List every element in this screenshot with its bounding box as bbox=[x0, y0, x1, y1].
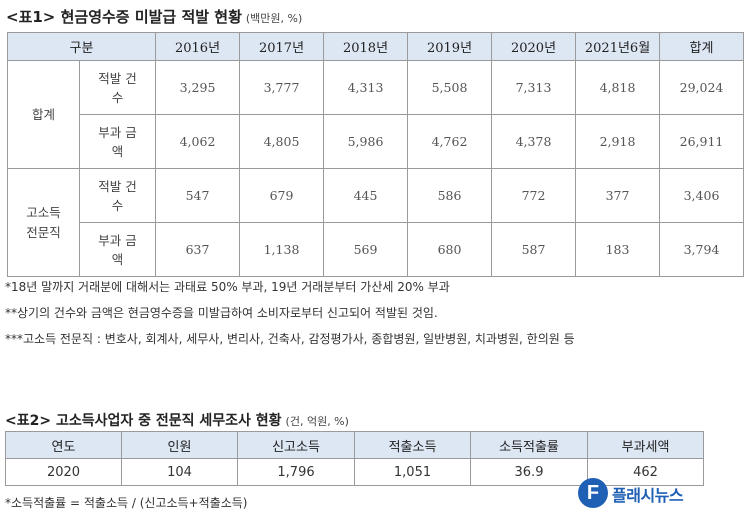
cell: 1,051 bbox=[354, 458, 471, 486]
header-2021-june: 2021년6월 bbox=[575, 32, 661, 61]
cell: 462 bbox=[587, 458, 704, 486]
item-line: 액 bbox=[111, 251, 124, 267]
cell: 586 bbox=[407, 168, 493, 223]
header-2018: 2018년 bbox=[323, 32, 409, 61]
item-line: 부과 금 bbox=[98, 232, 137, 248]
cell: 4,818 bbox=[575, 60, 661, 115]
cell: 3,794 bbox=[659, 222, 745, 277]
table2: 연도 인원 신고소득 적출소득 소득적출률 부과세액 2020 104 1,79… bbox=[5, 431, 704, 486]
logo-mark-icon: F bbox=[578, 478, 608, 508]
cell: 569 bbox=[323, 222, 409, 277]
cell: 679 bbox=[239, 168, 325, 223]
cell: 547 bbox=[155, 168, 241, 223]
footnote-counts: **상기의 건수와 금액은 현금영수증을 미발급하여 소비자로부터 신고되어 적… bbox=[5, 306, 438, 320]
table1-unit: (백만원, %) bbox=[245, 12, 303, 25]
cell: 637 bbox=[155, 222, 241, 277]
footnote-penalty: *18년 말까지 거래분에 대해서는 과태료 50% 부과, 19년 거래분부터… bbox=[5, 280, 450, 294]
table2-header-row: 연도 인원 신고소득 적출소득 소득적출률 부과세액 bbox=[5, 431, 704, 459]
item-line: 적발 건 bbox=[98, 70, 137, 86]
table-row: 부과 금 액 4,062 4,805 5,986 4,762 4,378 2,9… bbox=[8, 114, 745, 169]
group-total: 합계 bbox=[7, 60, 80, 169]
header-reported-income: 신고소득 bbox=[237, 431, 355, 459]
row-item: 적발 건 수 bbox=[78, 60, 157, 115]
table2-unit: (건, 억원, %) bbox=[285, 415, 349, 428]
cell: 4,378 bbox=[491, 114, 577, 169]
row-item: 적발 건 수 bbox=[78, 168, 157, 223]
cell: 5,986 bbox=[323, 114, 409, 169]
cell: 3,295 bbox=[155, 60, 241, 115]
table2-title-text: <표2> 고소득사업자 중 전문직 세무조사 현황 bbox=[5, 413, 282, 429]
cell: 1,796 bbox=[237, 458, 355, 486]
item-line: 액 bbox=[111, 143, 124, 159]
item-line: 수 bbox=[111, 89, 124, 105]
header-tax-imposed: 부과세액 bbox=[587, 431, 704, 459]
header-detection-rate: 소득적출률 bbox=[470, 431, 588, 459]
logo-text: 플래시뉴스 bbox=[612, 486, 684, 505]
cell: 183 bbox=[575, 222, 661, 277]
cell: 772 bbox=[491, 168, 577, 223]
cell: 445 bbox=[323, 168, 409, 223]
header-persons: 인원 bbox=[121, 431, 238, 459]
cell: 4,313 bbox=[323, 60, 409, 115]
cell: 4,762 bbox=[407, 114, 493, 169]
table1: 구분 2016년 2017년 2018년 2019년 2020년 2021년6월… bbox=[6, 32, 745, 277]
table2-title: <표2> 고소득사업자 중 전문직 세무조사 현황 (건, 억원, %) bbox=[5, 410, 349, 430]
cell: 680 bbox=[407, 222, 493, 277]
header-2020: 2020년 bbox=[491, 32, 577, 61]
header-category: 구분 bbox=[6, 32, 157, 61]
cell: 4,062 bbox=[155, 114, 241, 169]
header-2019: 2019년 bbox=[407, 32, 493, 61]
group-label: 전문직 bbox=[26, 224, 61, 240]
cell: 3,777 bbox=[239, 60, 325, 115]
item-line: 수 bbox=[111, 197, 124, 213]
cell: 5,508 bbox=[407, 60, 493, 115]
cell: 26,911 bbox=[659, 114, 745, 169]
item-line: 부과 금 bbox=[98, 124, 137, 140]
cell: 29,024 bbox=[659, 60, 745, 115]
group-label: 합계 bbox=[31, 106, 55, 122]
table-row: 2020 104 1,796 1,051 36.9 462 bbox=[5, 458, 704, 486]
table1-header-row: 구분 2016년 2017년 2018년 2019년 2020년 2021년6월… bbox=[6, 32, 745, 61]
cell: 2020 bbox=[5, 458, 122, 486]
group-label: 고소득 bbox=[26, 204, 61, 220]
header-2016: 2016년 bbox=[155, 32, 241, 61]
cell: 104 bbox=[121, 458, 238, 486]
cell: 587 bbox=[491, 222, 577, 277]
footnote-rate-formula: *소득적출률 = 적출소득 / (신고소득+적출소득) bbox=[5, 496, 248, 510]
row-item: 부과 금 액 bbox=[78, 222, 157, 277]
header-year: 연도 bbox=[5, 431, 122, 459]
cell: 2,918 bbox=[575, 114, 661, 169]
footnote-professions: ***고소득 전문직 : 변호사, 회계사, 세무사, 변리사, 건축사, 감정… bbox=[5, 332, 575, 346]
cell: 36.9 bbox=[470, 458, 588, 486]
table1-title: <표1> 현금영수증 미발급 적발 현황 (백만원, %) bbox=[6, 6, 302, 28]
cell: 7,313 bbox=[491, 60, 577, 115]
item-line: 적발 건 bbox=[98, 178, 137, 194]
cell: 1,138 bbox=[239, 222, 325, 277]
header-total: 합계 bbox=[659, 32, 745, 61]
table-row: 부과 금 액 637 1,138 569 680 587 183 3,794 bbox=[8, 222, 745, 277]
cell: 3,406 bbox=[659, 168, 745, 223]
header-2017: 2017년 bbox=[239, 32, 325, 61]
row-item: 부과 금 액 bbox=[78, 114, 157, 169]
cell: 377 bbox=[575, 168, 661, 223]
table1-title-text: <표1> 현금영수증 미발급 적발 현황 bbox=[6, 8, 242, 26]
group-professionals: 고소득 전문직 bbox=[7, 168, 80, 277]
table-row: 합계 적발 건 수 3,295 3,777 4,313 5,508 7,313 … bbox=[7, 60, 745, 169]
flashnews-logo: F 플래시뉴스 bbox=[578, 474, 738, 514]
cell: 4,805 bbox=[239, 114, 325, 169]
header-detected-income: 적출소득 bbox=[354, 431, 471, 459]
table-row: 고소득 전문직 적발 건 수 547 679 445 586 772 377 3… bbox=[7, 168, 745, 277]
